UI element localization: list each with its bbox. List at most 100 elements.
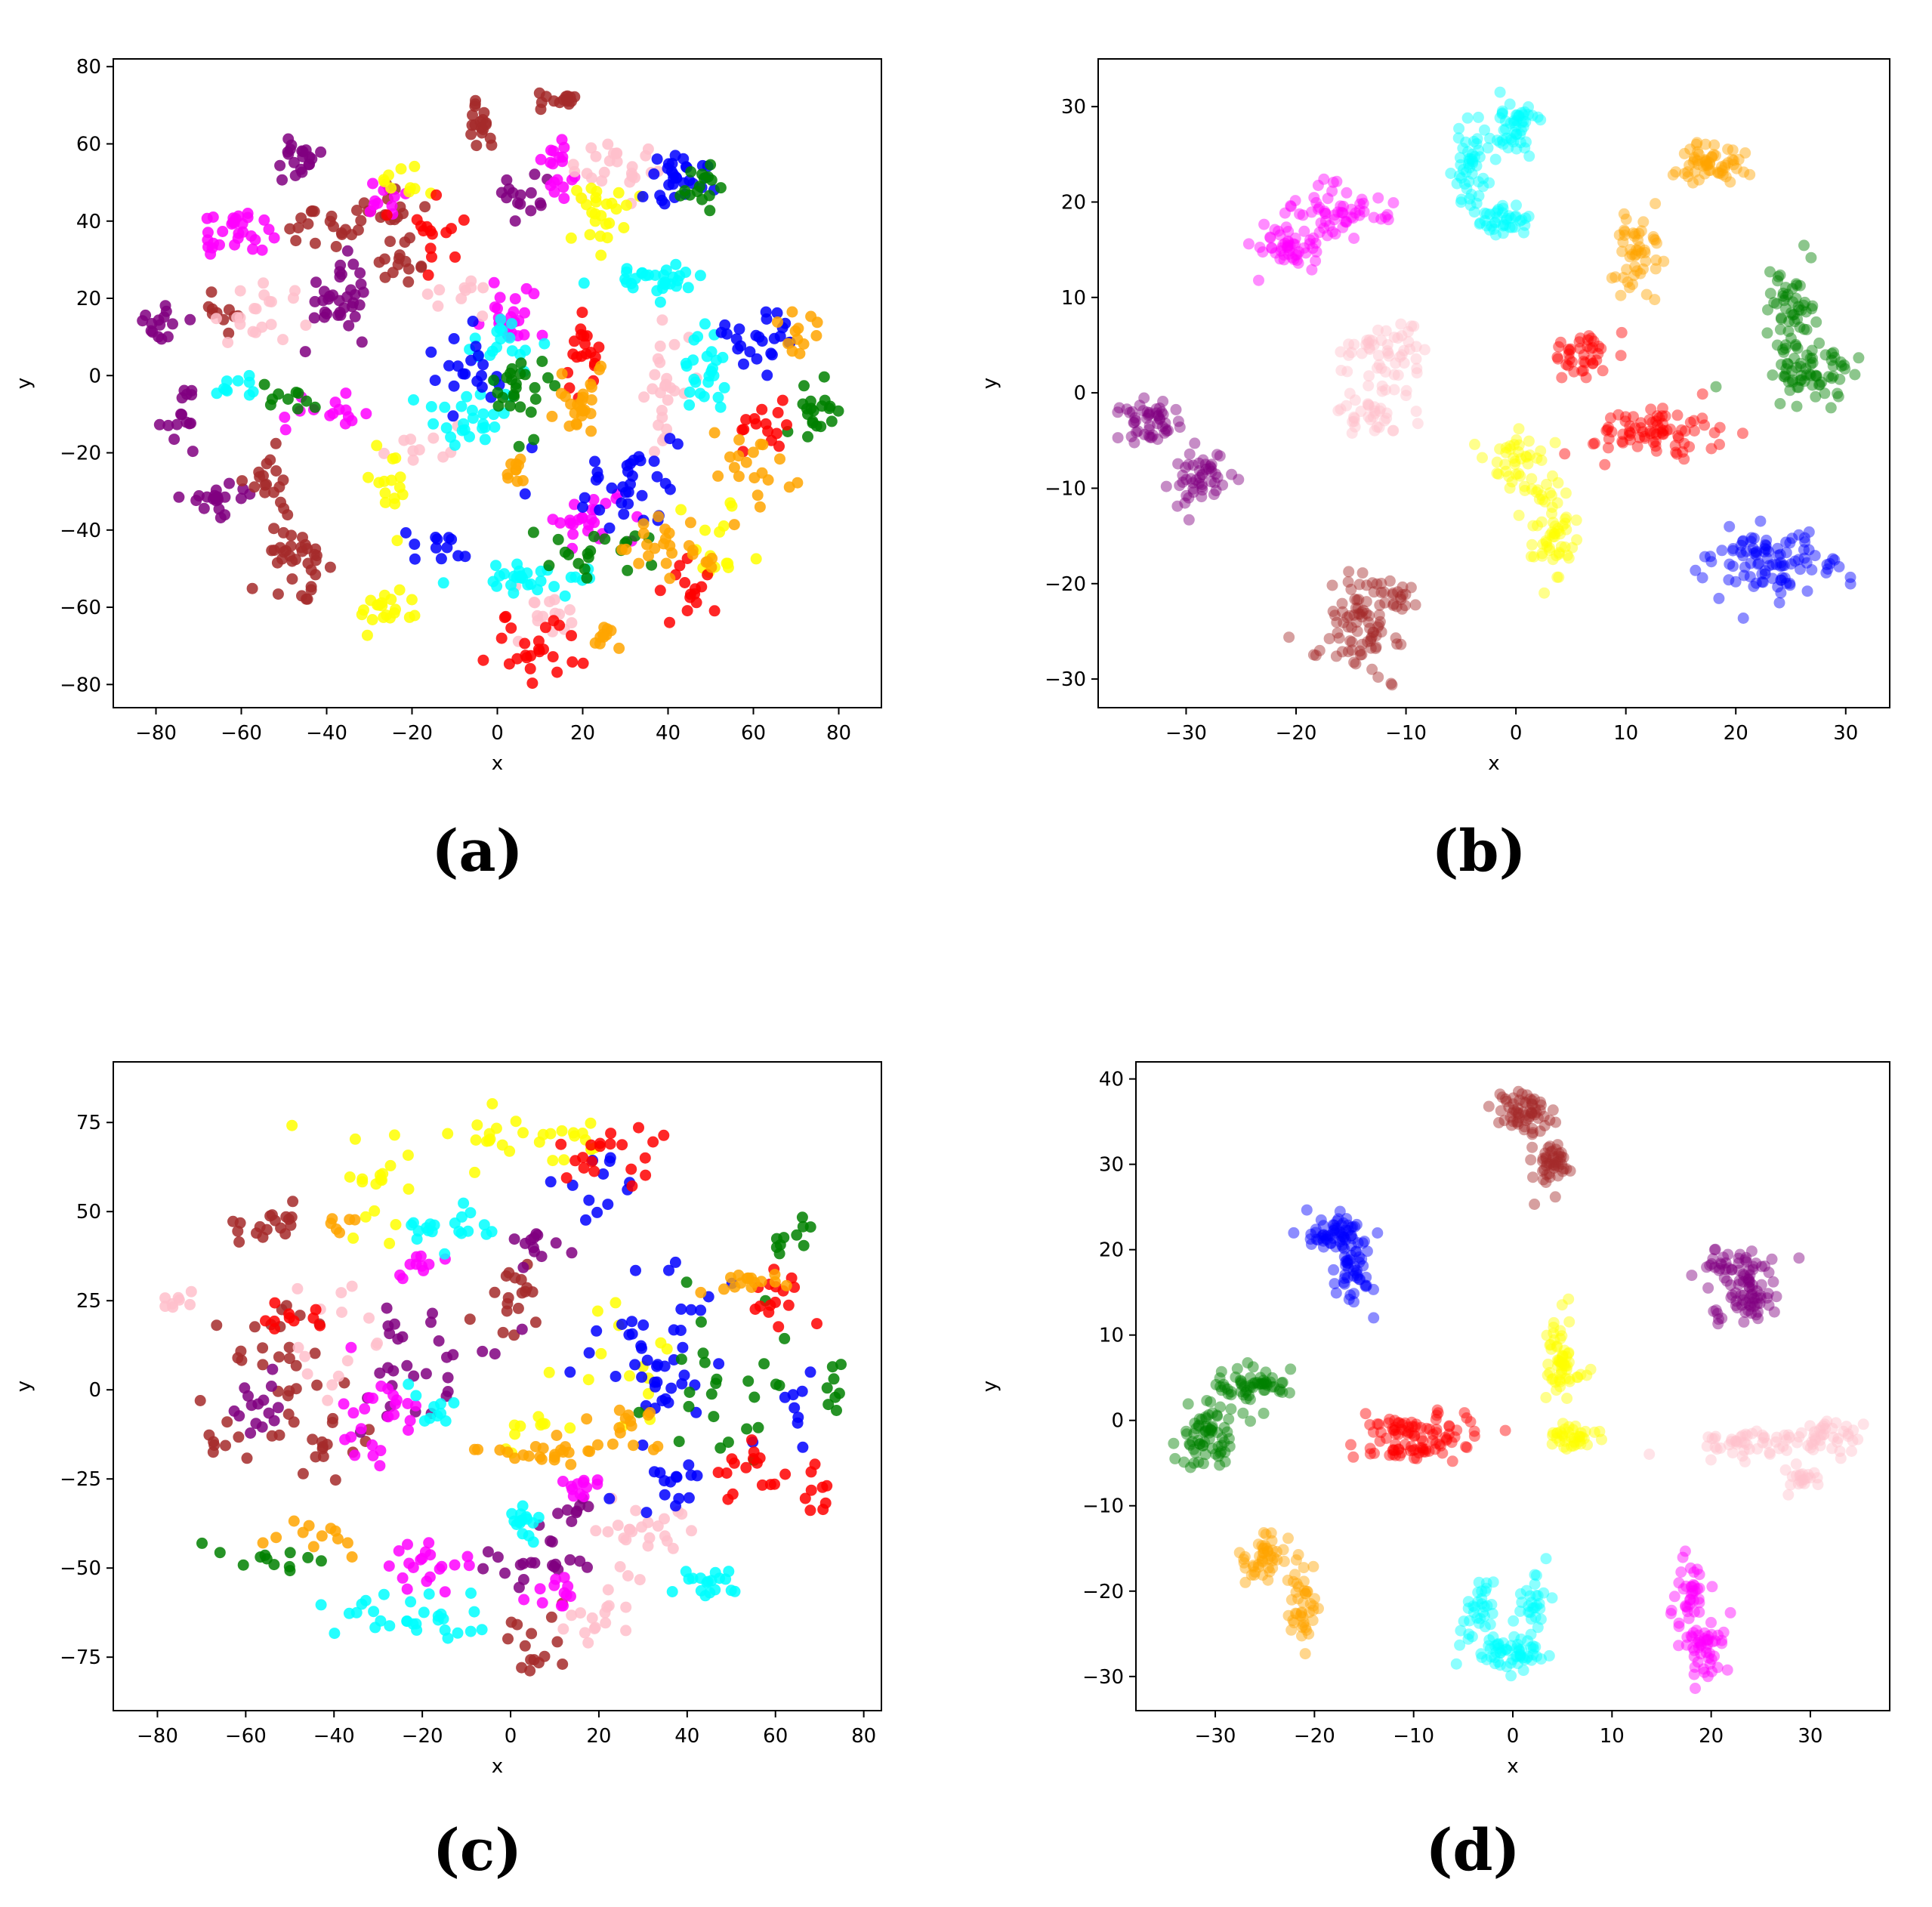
- scatter-point: [418, 1606, 430, 1618]
- scatter-point: [1693, 1641, 1705, 1653]
- scatter-point: [1466, 153, 1478, 165]
- scatter-point: [1705, 1257, 1718, 1270]
- scatter-point: [1779, 1429, 1791, 1441]
- scatter-point: [1705, 443, 1718, 455]
- scatter-point: [1751, 1443, 1764, 1455]
- scatter-point: [1550, 1159, 1562, 1171]
- scatter-point: [1453, 122, 1465, 134]
- scatter-point: [560, 390, 571, 403]
- scatter-point: [1775, 312, 1787, 324]
- scatter-point: [1705, 1628, 1718, 1640]
- scatter-point: [705, 1388, 718, 1400]
- y-tick-label: −40: [60, 520, 101, 542]
- scatter-point: [1268, 1381, 1280, 1393]
- scatter-point: [373, 599, 384, 611]
- scatter-point: [1575, 1369, 1587, 1381]
- scatter-point: [1748, 547, 1760, 559]
- scatter-point: [1335, 1230, 1347, 1242]
- scatter-point: [823, 403, 835, 415]
- scatter-point: [548, 1561, 560, 1573]
- scatter-point: [1846, 1446, 1857, 1457]
- scatter-point: [783, 481, 795, 493]
- scatter-point: [1112, 432, 1124, 444]
- scatter-point: [1508, 439, 1520, 451]
- scatter-point: [702, 376, 714, 388]
- scatter-point: [1526, 1597, 1538, 1609]
- scatter-point: [1693, 1606, 1705, 1618]
- scatter-point: [409, 609, 421, 622]
- scatter-point: [1682, 171, 1694, 183]
- scatter-point: [1351, 1272, 1363, 1284]
- scatter-point: [565, 232, 577, 244]
- scatter-point: [550, 1237, 562, 1249]
- scatter-point: [1696, 412, 1708, 424]
- scatter-point: [804, 395, 816, 407]
- scatter-point: [1369, 401, 1381, 413]
- scatter-point: [480, 119, 492, 131]
- scatter-point: [175, 408, 187, 420]
- scatter-point: [1224, 1440, 1236, 1452]
- scatter-point: [1827, 553, 1839, 565]
- scatter-point: [1239, 1562, 1251, 1574]
- scatter-point: [1790, 292, 1802, 304]
- scatter-point: [248, 303, 261, 314]
- scatter-point: [1724, 558, 1736, 570]
- scatter-point: [1499, 1424, 1511, 1436]
- scatter-point: [1786, 1470, 1798, 1483]
- scatter-point: [488, 375, 500, 386]
- scatter-point: [1687, 1585, 1699, 1597]
- scatter-point: [506, 1507, 518, 1520]
- scatter-point: [1497, 1637, 1509, 1649]
- scatter-point: [1364, 1443, 1376, 1455]
- scatter-point: [1639, 246, 1651, 258]
- scatter-point: [1788, 353, 1801, 364]
- scatter-point: [1410, 406, 1422, 418]
- scatter-point: [1345, 203, 1357, 215]
- scatter-point: [1478, 1600, 1490, 1612]
- scatter-point: [1324, 1230, 1336, 1242]
- scatter-point: [699, 1356, 711, 1369]
- scatter-point: [1508, 1615, 1520, 1627]
- scatter-point: [1469, 150, 1480, 162]
- scatter-point: [1143, 419, 1156, 431]
- scatter-point: [1647, 231, 1659, 242]
- scatter-point: [1211, 1409, 1223, 1421]
- scatter-point: [1497, 227, 1509, 239]
- scatter-point: [1687, 1588, 1699, 1600]
- scatter-point: [1372, 350, 1384, 362]
- scatter-point: [1157, 396, 1169, 407]
- scatter-point: [1346, 636, 1358, 648]
- scatter-point: [1716, 545, 1728, 557]
- scatter-point: [1327, 177, 1339, 188]
- scatter-point: [1180, 1428, 1193, 1440]
- scatter-point: [1688, 1650, 1700, 1662]
- scatter-point: [1356, 1237, 1369, 1249]
- scatter-point: [1738, 1289, 1750, 1301]
- scatter-point: [647, 1443, 659, 1455]
- y-tick-label: 0: [88, 1379, 101, 1402]
- scatter-point: [1150, 407, 1162, 419]
- scatter-point: [1500, 1643, 1512, 1656]
- scatter-point: [370, 1339, 382, 1351]
- scatter-point: [683, 1492, 695, 1504]
- scatter-point: [1200, 464, 1212, 475]
- scatter-point: [1196, 484, 1208, 496]
- scatter-point: [1337, 221, 1349, 233]
- scatter-point: [1319, 1230, 1332, 1242]
- scatter-point: [1768, 297, 1780, 309]
- scatter-point: [1262, 1545, 1273, 1557]
- scatter-point: [1208, 489, 1220, 501]
- scatter-point: [669, 150, 681, 162]
- scatter-point: [721, 557, 733, 569]
- scatter-point: [1700, 159, 1712, 171]
- scatter-point: [715, 326, 727, 338]
- scatter-point: [1513, 1112, 1525, 1124]
- scatter-point: [1593, 341, 1605, 352]
- scatter-point: [1808, 1467, 1820, 1479]
- scatter-point: [1526, 1122, 1538, 1134]
- scatter-point: [1187, 459, 1199, 471]
- scatter-point: [345, 1431, 357, 1443]
- scatter-point: [1526, 1098, 1538, 1110]
- scatter-point: [1356, 611, 1368, 623]
